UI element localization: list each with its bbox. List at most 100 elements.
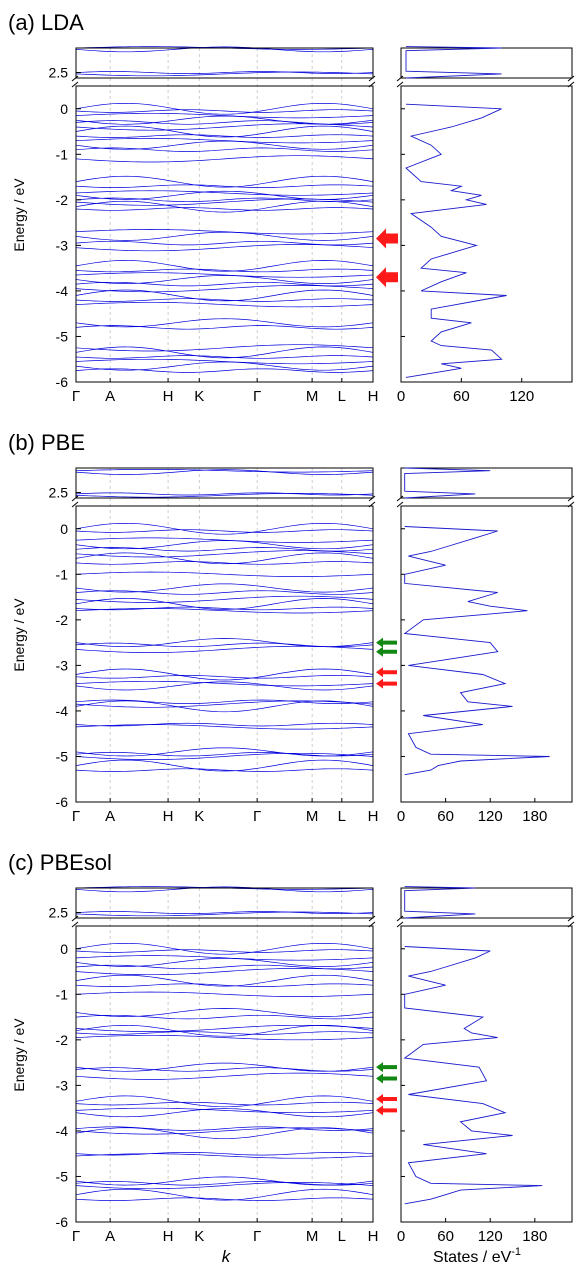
band-line [75, 102, 374, 115]
k-point-label: H [163, 388, 174, 405]
y-tick-label: -4 [56, 283, 69, 299]
band-line [75, 289, 374, 302]
band-line [75, 147, 374, 152]
y-tick-label: -3 [56, 657, 69, 673]
red-arrow-marker [376, 678, 397, 689]
band-line [75, 886, 374, 893]
band-line [75, 590, 374, 595]
band-plot-upper-frame [75, 47, 374, 79]
y-tick-label: -6 [56, 1214, 69, 1230]
y-tick-label: -1 [56, 986, 69, 1002]
dos-x-tick-label: 180 [522, 1228, 547, 1245]
band-line [75, 325, 374, 330]
green-arrow-marker [376, 637, 397, 648]
band-line [75, 71, 374, 77]
band-line [75, 46, 374, 53]
y-tick-label: 2.5 [49, 905, 69, 921]
band-line [75, 911, 374, 914]
dos-x-tick-label: 0 [397, 388, 405, 405]
band-line [75, 298, 374, 302]
band-line [75, 752, 374, 760]
band-line [75, 675, 374, 679]
y-tick-label: -4 [56, 703, 69, 719]
band-line [75, 598, 374, 610]
band-line [75, 1108, 374, 1118]
k-point-label: H [368, 1228, 379, 1245]
k-point-label: L [338, 1228, 346, 1245]
band-axis-break-mark [71, 495, 79, 508]
k-point-label: M [306, 388, 319, 405]
band-line [75, 608, 374, 614]
green-arrow-marker [376, 1062, 397, 1073]
dos-x-tick-label: 120 [478, 1228, 503, 1245]
band-axis-break-mark [368, 75, 376, 88]
panel-2: (b) PBE Energy / eV -6 -5 -4 -3 -2 -1 0 2.5 Γ A H K Γ M… [8, 430, 575, 825]
band-plot-upper-frame [75, 887, 374, 919]
band-line [75, 1101, 374, 1106]
band-plot-upper-frame [75, 467, 374, 499]
k-point-label: H [368, 808, 379, 825]
band-line [75, 974, 374, 987]
band-line [75, 301, 374, 308]
band-line [75, 571, 374, 577]
band-line [75, 318, 374, 328]
band-line [75, 700, 374, 713]
band-axis-break-mark [368, 495, 376, 508]
k-point-label: Γ [253, 388, 261, 405]
band-line [75, 268, 374, 273]
k-point-label: L [338, 388, 346, 405]
band-line [75, 964, 374, 970]
band-line [75, 190, 374, 196]
band-line [75, 1107, 374, 1114]
dos-x-tick-label: 0 [397, 1228, 405, 1245]
band-line [75, 1153, 374, 1159]
k-point-label: K [194, 1228, 204, 1245]
band-line [75, 1062, 374, 1072]
k-point-label: M [306, 808, 319, 825]
band-line [75, 722, 374, 727]
red-arrow-marker [376, 228, 398, 249]
band-line [75, 469, 374, 473]
dos-x-tick-label: 0 [397, 808, 405, 825]
band-line [75, 184, 374, 188]
k-point-label: A [105, 388, 115, 405]
band-line [75, 272, 374, 278]
band-line [75, 550, 374, 558]
band-line [75, 583, 374, 593]
band-plot-lower-frame [75, 505, 374, 803]
dos-axis-break-mark [396, 495, 404, 508]
y-tick-label: -2 [56, 1032, 69, 1048]
dos-curve [403, 467, 550, 776]
k-axis-label: k [222, 1247, 232, 1266]
k-point-label: Γ [72, 1228, 80, 1245]
band-axis-break-mark [71, 75, 79, 88]
band-axis-break-mark [368, 915, 376, 928]
band-line [75, 681, 374, 691]
band-line [75, 955, 374, 961]
dos-plot-lower-frame [400, 505, 573, 803]
band-line [75, 949, 374, 953]
panel-1: (a) LDA Energy / eV -6 -5 -4 -3 -2 -1 0 2.5 Γ A H K Γ M… [8, 10, 575, 405]
band-line [75, 547, 374, 552]
band-line [75, 699, 374, 704]
dos-x-tick-label: 120 [509, 388, 534, 405]
band-line [75, 281, 374, 287]
band-line [75, 112, 374, 119]
green-arrow-marker [376, 1073, 397, 1084]
k-point-label: H [163, 1228, 174, 1245]
k-point-label: A [105, 808, 115, 825]
band-line [75, 134, 374, 138]
green-arrow-marker [376, 646, 397, 657]
band-line [75, 355, 374, 359]
band-axis-break-mark [71, 915, 79, 928]
band-line [75, 957, 374, 967]
band-line [75, 1024, 374, 1032]
band-line [75, 752, 374, 757]
band-line [75, 552, 374, 565]
k-point-label: L [338, 808, 346, 825]
dos-axis-break-mark [396, 75, 404, 88]
band-line [75, 529, 374, 533]
k-point-label: Γ [253, 808, 261, 825]
band-line [75, 285, 374, 293]
band-line [75, 759, 374, 772]
